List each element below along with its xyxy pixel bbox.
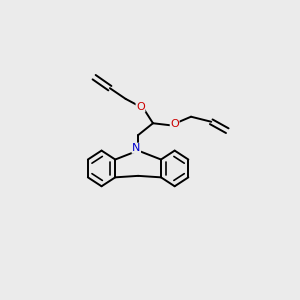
Text: O: O xyxy=(170,119,179,129)
Text: O: O xyxy=(136,102,145,112)
Text: N: N xyxy=(132,143,140,153)
